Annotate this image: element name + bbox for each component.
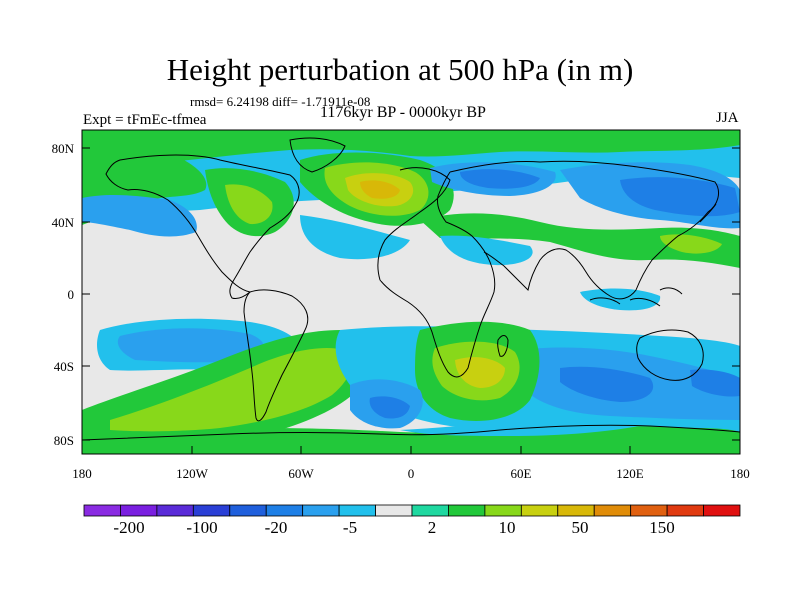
colorbar-label-neg100: -100 <box>186 518 217 537</box>
colorbar-swatch-6 <box>302 504 340 517</box>
contour-na-blue <box>82 194 197 237</box>
colorbar <box>83 504 741 517</box>
lat-tick-labels: 80N 40N 0 40S 80S <box>52 141 75 448</box>
lat-label-0: 0 <box>68 287 75 302</box>
contour-mideast-cyan <box>440 235 533 266</box>
stats-line: rmsd= 6.24198 diff= -1.71911e-08 <box>190 94 371 109</box>
coast-north-america <box>105 154 300 299</box>
lon-tick-marks <box>81 446 741 454</box>
colorbar-swatch-3 <box>192 504 231 517</box>
lon-label-120w: 120W <box>176 466 209 481</box>
colorbar-label-10: 10 <box>499 518 516 537</box>
colorbar-label-neg5: -5 <box>343 518 357 537</box>
colorbar-swatch-2 <box>156 504 194 517</box>
contour-arctic-green <box>82 130 740 172</box>
contour-pac-deepblue <box>620 177 740 217</box>
colorbar-swatch-9 <box>411 504 449 517</box>
season-label: JJA <box>716 110 739 126</box>
contour-indian-deepblue <box>560 366 654 402</box>
colorbar-label-50: 50 <box>572 518 589 537</box>
lon-label-0: 0 <box>408 466 415 481</box>
lon-tick-labels: 180 120W 60W 0 60E 120E 180 <box>72 466 750 481</box>
colorbar-label-neg200: -200 <box>113 518 144 537</box>
coast-greenland <box>289 137 346 173</box>
contour-na-yellowgreen <box>225 184 273 225</box>
coast-indonesia <box>589 287 683 307</box>
contour-satl-yellow <box>455 357 505 388</box>
contour-asia-green <box>420 213 740 268</box>
contour-spac-yellowgreen <box>110 348 352 432</box>
lon-label-60e: 60E <box>511 466 532 481</box>
colorbar-swatch-8 <box>375 504 413 517</box>
lat-tick-marks <box>82 147 740 441</box>
coast-antarctica <box>82 424 740 441</box>
contour-atlantic-orange <box>360 180 400 199</box>
contour-atl-cyan <box>300 215 410 260</box>
colorbar-swatch-5 <box>265 504 304 517</box>
lat-label-80s: 80S <box>54 433 74 448</box>
colorbar-swatch-7 <box>338 504 376 517</box>
colorbar-label-2: 2 <box>428 518 437 537</box>
colorbar-swatch-16 <box>666 504 704 517</box>
coast-europe-africa <box>377 167 496 378</box>
period-label: 1176kyr BP - 0000kyr BP <box>320 104 486 121</box>
colorbar-label-neg20: -20 <box>265 518 288 537</box>
contour-tropic-cyan <box>580 288 661 311</box>
lon-label-120e: 120E <box>616 466 644 481</box>
lat-label-40n: 40N <box>52 215 75 230</box>
colorbar-swatch-14 <box>593 504 632 517</box>
coast-japan <box>699 203 717 223</box>
colorbar-swatch-12 <box>520 504 559 517</box>
contour-asia-yellowgreen <box>660 234 722 254</box>
colorbar-swatch-4 <box>229 504 267 517</box>
coast-south-america <box>243 289 309 422</box>
contour-fill <box>82 130 740 454</box>
colorbar-swatch-0 <box>83 504 121 517</box>
coast-asia <box>449 160 719 300</box>
colorbar-labels: -200 -100 -20 -5 2 10 50 150 <box>113 518 674 537</box>
colorbar-swatch-11 <box>484 504 522 517</box>
colorbar-swatch-10 <box>448 504 486 517</box>
colorbar-swatch-15 <box>630 504 668 517</box>
lat-label-80n: 80N <box>52 141 75 156</box>
contour-siberia-deepblue <box>460 169 540 189</box>
contour-antarctic-cyan <box>400 419 650 436</box>
experiment-label: Expt = tFmEc-tfmea <box>83 112 207 128</box>
contour-spac-blue <box>117 328 265 363</box>
coast-madagascar <box>497 335 509 357</box>
colorbar-swatch-13 <box>557 504 595 517</box>
lat-label-40s: 40S <box>54 359 74 374</box>
coastlines <box>82 137 740 441</box>
lon-label-180w: 180 <box>72 466 92 481</box>
contour-swatl-deepblue <box>369 396 410 419</box>
lon-label-60w: 60W <box>288 466 314 481</box>
colorbar-swatch-1 <box>120 504 158 517</box>
plot-title: Height perturbation at 500 hPa (in m) <box>166 52 634 87</box>
colorbar-swatch-17 <box>703 504 741 517</box>
contour-east-indian-deepblue <box>690 369 740 397</box>
colorbar-label-150: 150 <box>649 518 675 537</box>
lon-label-180e: 180 <box>730 466 750 481</box>
coast-australia <box>636 329 704 381</box>
